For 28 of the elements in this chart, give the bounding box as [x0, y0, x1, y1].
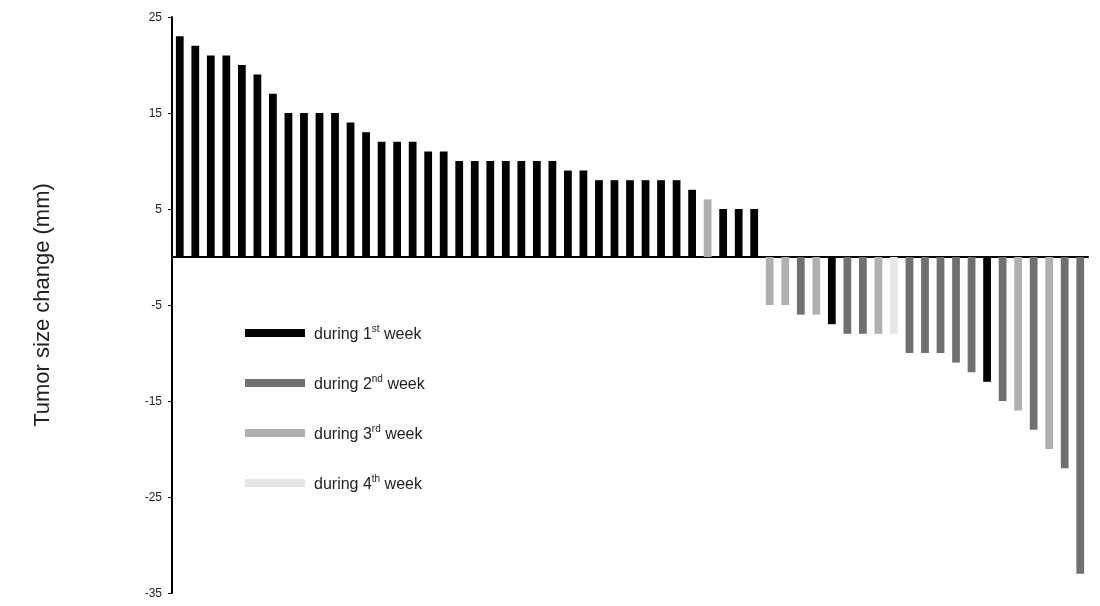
- bar: [998, 257, 1007, 401]
- bar: [781, 257, 790, 305]
- bar: [890, 257, 898, 334]
- y-tick-label: -25: [144, 490, 163, 504]
- bar: [703, 199, 712, 257]
- bar: [936, 257, 945, 353]
- bar: [1014, 257, 1023, 411]
- y-axis-title: Tumor size change (mm): [28, 183, 54, 427]
- bar: [952, 257, 960, 363]
- bar: [859, 257, 867, 334]
- y-tick-label: -5: [151, 298, 163, 312]
- bar: [1045, 257, 1054, 449]
- bar: [967, 257, 976, 373]
- bar: [1029, 257, 1038, 430]
- bar: [1060, 257, 1069, 469]
- bar: [843, 257, 852, 334]
- y-tick-label: -15: [144, 394, 163, 408]
- bar: [812, 257, 821, 315]
- y-tick-label: 15: [148, 106, 163, 120]
- bar: [765, 257, 774, 305]
- bar: [874, 257, 883, 334]
- bar: [921, 257, 929, 353]
- y-tick-label: 25: [148, 10, 163, 24]
- y-tick-label: -35: [144, 586, 163, 600]
- bar: [905, 257, 914, 353]
- bar: [796, 257, 805, 315]
- y-tick-label: 5: [155, 202, 163, 216]
- bar: [1076, 257, 1085, 574]
